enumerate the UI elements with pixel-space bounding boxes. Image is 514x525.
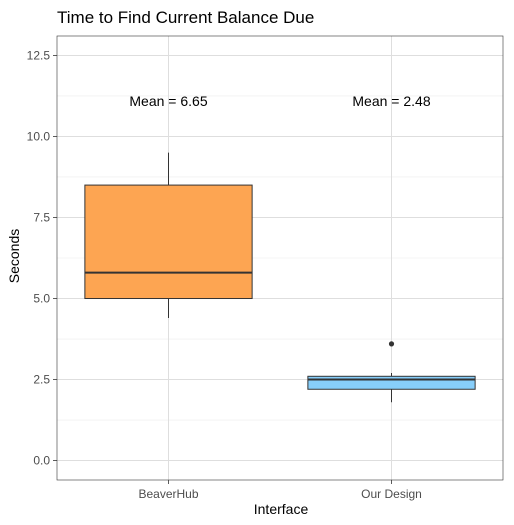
y-tick-label: 0.0 (33, 454, 50, 468)
y-tick-label: 2.5 (33, 373, 50, 387)
y-axis-title: Seconds (6, 229, 22, 283)
y-tick-label: 12.5 (27, 48, 51, 62)
x-tick-label: Our Design (361, 487, 422, 501)
y-tick-label: 7.5 (33, 210, 50, 224)
mean-annotation: Mean = 6.65 (129, 93, 207, 109)
plot-area: Mean = 6.65 Mean = 2.48 (56, 35, 504, 481)
outlier-point (388, 341, 395, 347)
boxes (84, 152, 476, 403)
chart-title: Time to Find Current Balance Due (57, 8, 314, 27)
y-tick-label: 10.0 (27, 129, 51, 143)
box-body (307, 375, 476, 390)
box-body (84, 184, 253, 300)
y-tick-label: 5.0 (33, 292, 50, 306)
y-axis: 0.0 2.5 5.0 7.5 10.0 12.5 (27, 48, 57, 468)
x-axis-title: Interface (254, 501, 309, 517)
panel-border (56, 35, 504, 481)
box-our-design (307, 341, 476, 403)
x-axis: BeaverHub Our Design (138, 480, 422, 501)
annotations: Mean = 6.65 Mean = 2.48 (129, 93, 430, 109)
x-tick-label: BeaverHub (138, 487, 198, 501)
box-beaverhub (84, 152, 253, 318)
mean-annotation: Mean = 2.48 (352, 93, 430, 109)
